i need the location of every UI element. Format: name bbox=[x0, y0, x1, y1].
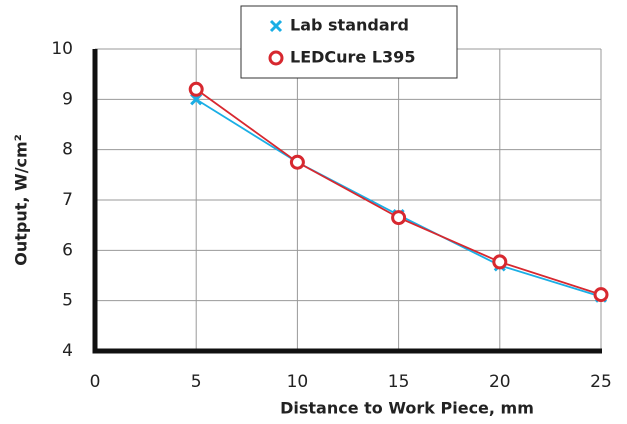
y-tick-label: 8 bbox=[62, 140, 73, 160]
marker bbox=[289, 154, 305, 170]
x-tick-label: 15 bbox=[388, 372, 410, 392]
y-tick-label: 4 bbox=[62, 341, 73, 361]
legend bbox=[240, 5, 458, 79]
marker bbox=[190, 93, 203, 106]
y-tick-label: 6 bbox=[62, 240, 73, 260]
x-tick-label: 10 bbox=[287, 372, 309, 392]
x-axis-label: Distance to Work Piece, mm bbox=[280, 399, 534, 418]
x-tick-label: 5 bbox=[191, 372, 202, 392]
legend-label: LEDCure L395 bbox=[290, 48, 415, 67]
legend-marker bbox=[268, 50, 284, 66]
marker bbox=[391, 210, 407, 226]
x-tick-label: 20 bbox=[489, 372, 511, 392]
legend-label: Lab standard bbox=[290, 16, 409, 35]
marker bbox=[593, 287, 609, 303]
y-tick-label: 7 bbox=[62, 190, 73, 210]
marker bbox=[188, 81, 204, 97]
y-tick-label: 9 bbox=[62, 89, 73, 109]
legend-marker bbox=[269, 19, 283, 33]
x-tick-label: 25 bbox=[590, 372, 612, 392]
y-tick-label: 10 bbox=[51, 39, 73, 59]
y-tick-label: 5 bbox=[62, 291, 73, 311]
y-axis-label: Output, W/cm² bbox=[12, 134, 31, 265]
marker bbox=[492, 254, 508, 270]
x-tick-label: 0 bbox=[90, 372, 101, 392]
